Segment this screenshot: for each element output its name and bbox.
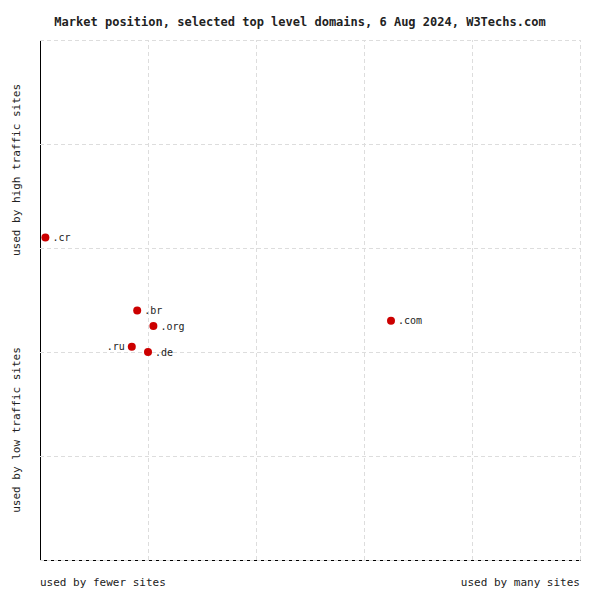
tick [148, 40, 149, 560]
point [128, 343, 136, 351]
tick [40, 40, 41, 560]
tick [40, 456, 580, 457]
title: Market position, selected top level doma… [54, 15, 545, 29]
point-label: .com [398, 315, 422, 326]
point-label: .de [155, 347, 173, 358]
points [41, 234, 395, 356]
chart-svg: .cr .br .org .ru .de .com Market position, sel… [0, 0, 600, 600]
x-label: used by many sites [461, 576, 580, 589]
grid-line [40, 40, 41, 560]
plot-area: .cr .br .org .ru .de .com [40, 40, 581, 561]
tick [40, 144, 580, 145]
grid-line [472, 40, 473, 560]
point [133, 306, 141, 314]
point [387, 317, 395, 325]
point-labels: .cr .br .org .ru .de .com [52, 232, 422, 357]
point-label: .cr [52, 232, 70, 243]
point-label: .ru [107, 341, 125, 352]
y-label: used by low traffic sites [10, 347, 23, 513]
grid-line [40, 40, 580, 41]
point-label: .br [144, 305, 162, 316]
grid-line [148, 40, 149, 560]
grid-line [364, 40, 365, 560]
point [41, 234, 49, 242]
tick [40, 560, 580, 561]
grid-line [40, 456, 580, 457]
grid-line [40, 560, 580, 561]
tick [472, 40, 473, 560]
tick [364, 40, 365, 560]
grid-line [40, 248, 580, 249]
grid-line [40, 144, 580, 145]
tick [40, 248, 580, 249]
point-label: .org [160, 321, 184, 332]
tick [256, 40, 257, 560]
point [144, 348, 152, 356]
tick [580, 40, 581, 560]
y-label: used by high traffic sites [10, 84, 23, 256]
tick [40, 40, 580, 41]
x-axis [41, 40, 581, 561]
axis-line [40, 41, 41, 561]
chart-container: .cr .br .org .ru .de .com Market position, sel… [0, 0, 600, 600]
point [149, 322, 157, 330]
axis-line [41, 560, 581, 561]
grid-line [580, 40, 581, 560]
grid-line [256, 40, 257, 560]
x-label: used by fewer sites [40, 576, 166, 589]
y-axis [40, 41, 580, 561]
